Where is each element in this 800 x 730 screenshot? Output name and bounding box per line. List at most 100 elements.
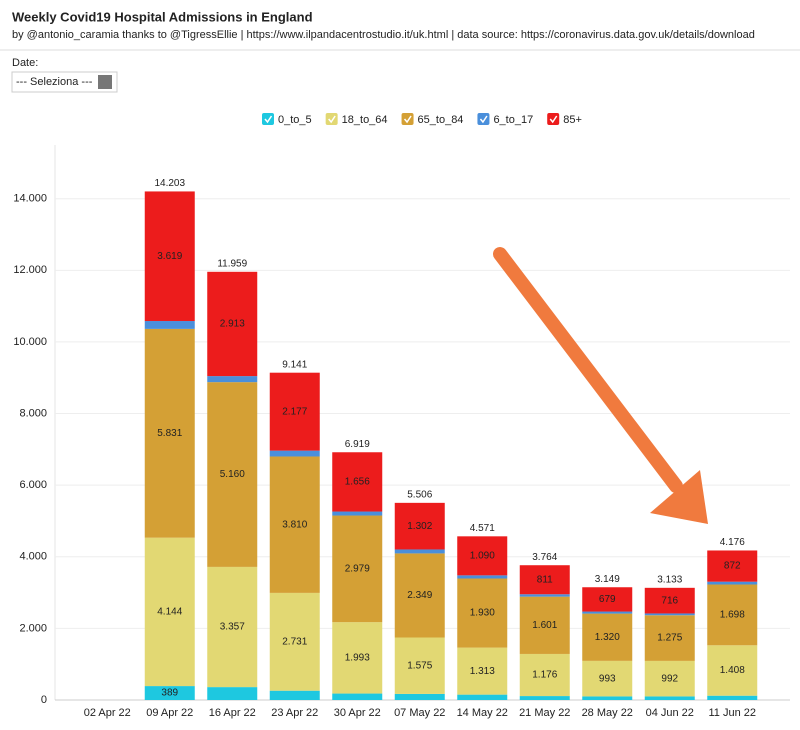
value-label: 679: [599, 594, 616, 605]
bar-segment: [457, 578, 508, 648]
bar-segment: [519, 653, 570, 697]
bar-segment: [707, 645, 758, 696]
value-label: 1.408: [720, 665, 745, 676]
total-label: 6.919: [345, 439, 370, 450]
calendar-icon[interactable]: [98, 75, 112, 89]
bar-segment: [519, 594, 570, 597]
bar-segment: [144, 328, 195, 538]
legend-label[interactable]: 65_to_84: [418, 114, 464, 126]
value-label: 1.302: [407, 521, 432, 532]
date-select-text[interactable]: --- Seleziona ---: [16, 76, 93, 88]
bar-segment: [644, 587, 695, 614]
chart-subtitle: by @antonio_caramia thanks to @TigressEl…: [12, 29, 755, 41]
bar-segment: [707, 550, 758, 582]
bar-segment: [644, 660, 695, 697]
value-label: 3.810: [282, 519, 307, 530]
bar-segment: [332, 515, 383, 623]
value-label: 1.656: [345, 477, 370, 488]
bar-segment: [394, 553, 445, 638]
legend-label[interactable]: 0_to_5: [278, 114, 312, 126]
legend: 0_to_5 18_to_64 65_to_84 6_to_17 85+: [262, 113, 582, 126]
bar-segment: [332, 452, 383, 512]
bar-segment: [519, 565, 570, 595]
bar-segment: [707, 581, 758, 585]
y-tick-label: 10.000: [13, 336, 47, 348]
arrow-head: [650, 470, 708, 524]
legend-swatch[interactable]: [262, 113, 274, 125]
bar-segment: [394, 502, 445, 550]
value-label: 2.349: [407, 590, 432, 601]
legend-label[interactable]: 18_to_64: [342, 114, 388, 126]
bar-segment: [144, 321, 195, 329]
total-label: 5.506: [407, 489, 432, 500]
y-tick-label: 8.000: [19, 407, 47, 419]
legend-label[interactable]: 6_to_17: [493, 114, 533, 126]
date-select[interactable]: [11, 71, 118, 93]
x-tick-label: 21 May 22: [519, 707, 570, 719]
bar-segment: [207, 376, 258, 383]
value-label: 2.979: [345, 563, 370, 574]
x-tick-label: 28 May 22: [582, 707, 633, 719]
legend-swatch[interactable]: [401, 113, 414, 125]
date-label: Date:: [12, 57, 38, 69]
y-tick-label: 2.000: [19, 622, 47, 634]
value-label: 4.144: [157, 607, 182, 618]
bar-segment: [644, 696, 695, 700]
value-label: 2.913: [220, 319, 245, 330]
value-label: 1.313: [470, 666, 495, 677]
legend-label[interactable]: 85+: [563, 114, 582, 126]
legend-check[interactable]: [549, 115, 558, 124]
bar-segment: [394, 637, 445, 694]
value-label: 3.619: [157, 251, 182, 262]
bar-segment: [582, 611, 633, 614]
bar-segment: [457, 694, 508, 700]
bar-segment: [207, 382, 258, 567]
legend-swatch[interactable]: [477, 113, 490, 125]
bar-segment: [144, 191, 195, 322]
x-tick-label: 07 May 22: [394, 707, 445, 719]
bar-segment: [394, 693, 445, 700]
y-tick-label: 14.000: [13, 193, 47, 205]
legend-swatch[interactable]: [547, 113, 560, 125]
legend-check[interactable]: [328, 115, 336, 124]
total-label: 3.133: [657, 574, 682, 585]
bar-segment: [644, 615, 695, 661]
total-label: 3.764: [532, 552, 557, 563]
legend-check[interactable]: [403, 115, 412, 124]
value-label: 1.930: [470, 608, 495, 619]
bar-segment: [269, 592, 320, 691]
bar-segment: [707, 584, 758, 646]
bar-segment: [269, 450, 320, 457]
bar-segment: [457, 647, 508, 695]
legend-check[interactable]: [479, 115, 488, 124]
value-label: 993: [599, 673, 616, 684]
bar-segment: [207, 271, 258, 377]
legend-swatch[interactable]: [325, 113, 338, 125]
value-label: 992: [661, 673, 678, 684]
bar-segment: [582, 660, 633, 697]
bar-segment: [332, 693, 383, 700]
value-label: 1.275: [657, 633, 682, 644]
arrow: [493, 247, 708, 524]
x-tick-label: 02 Apr 22: [84, 707, 131, 719]
chart-title: Weekly Covid19 Hospital Admissions in En…: [12, 9, 313, 24]
bar-segment: [582, 613, 633, 661]
bar-segment: [332, 511, 383, 516]
total-label: 11.959: [217, 258, 247, 269]
total-label: 4.176: [720, 537, 745, 548]
bar-segment: [269, 456, 320, 593]
bar-segment: [144, 686, 195, 700]
value-label: 1.176: [532, 670, 557, 681]
arrow-shaft: [493, 247, 683, 493]
value-label: 389: [161, 688, 178, 699]
x-tick-label: 16 Apr 22: [209, 707, 256, 719]
value-label: 811: [537, 574, 553, 585]
x-tick-label: 30 Apr 22: [334, 707, 381, 719]
legend-check[interactable]: [264, 115, 273, 124]
value-label: 2.177: [282, 406, 307, 417]
y-tick-label: 0: [41, 694, 47, 706]
bar-segment: [207, 566, 258, 688]
bar-segment: [394, 549, 445, 554]
